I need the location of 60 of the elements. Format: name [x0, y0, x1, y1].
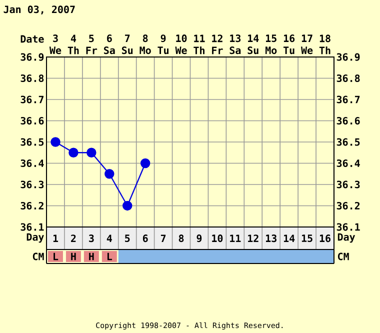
- y-tick-label: 36.3: [20, 180, 44, 188]
- y-tick-label: 36.2: [20, 202, 44, 210]
- x-tick-label: 13: [266, 234, 276, 242]
- y2-tick-label: 36.5: [336, 138, 360, 146]
- y-tick-label: 36.4: [20, 159, 44, 168]
- y2-tick-label: 36.6: [336, 116, 360, 125]
- chart-title: Jan 03, 2007: [4, 6, 75, 14]
- x-tick-label: 16: [320, 234, 330, 242]
- x-tick-label: 5: [125, 234, 130, 242]
- x2-tick-label: 5 Fr: [86, 34, 98, 54]
- x2-tick-label: 3 We: [49, 34, 62, 54]
- x-tick-label: 3: [89, 234, 94, 242]
- x-tick-label: 2: [71, 234, 76, 242]
- text: CM: [338, 252, 349, 260]
- y2-tick-label: 36.7: [336, 96, 360, 104]
- x-tick-label: 6: [142, 234, 148, 242]
- x-tick-label: 15: [302, 234, 312, 242]
- text: L: [107, 252, 112, 260]
- x2-tick-label: 16 Tu: [283, 34, 295, 54]
- y2-tick-label: 36.2: [336, 202, 360, 210]
- x-tick-label: 8: [178, 234, 184, 242]
- y-tick-label: 36.6: [20, 116, 44, 125]
- x-tick-label: 4: [106, 234, 112, 242]
- x2-tick-label: 4 Th: [68, 34, 79, 54]
- x2-tick-label: 17 We: [301, 34, 313, 54]
- y2-tick-label: 36.4: [336, 159, 360, 168]
- x-tick-label: 12: [248, 234, 258, 242]
- y-tick-label: 36.9: [20, 53, 44, 61]
- x2-tick-label: 18 Th: [319, 34, 330, 54]
- x-tick-label: 7: [160, 234, 166, 242]
- y-tick-label: 36.1: [20, 223, 44, 231]
- y2-tick-label: 36.3: [336, 180, 360, 188]
- x2-tick-label: 13 Sa: [230, 34, 241, 54]
- y-tick-label: 36.7: [20, 96, 44, 104]
- x2-tick-label: 14 Su: [248, 34, 259, 54]
- x2-tick-label: 15 Mo: [266, 34, 277, 54]
- text: CM: [32, 252, 44, 260]
- x2-tick-label: 8 Mo: [140, 34, 151, 54]
- x2-tick-label: 6 Sa: [104, 34, 115, 54]
- x2-tick-label: 10 We: [175, 34, 187, 54]
- x-tick-label: 11: [230, 234, 241, 242]
- x2-tick-label: 12 Fr: [212, 34, 223, 54]
- y2-tick-label: 36.9: [336, 53, 360, 61]
- y2-tick-label: 36.1: [336, 223, 360, 231]
- x2-tick-label: 7 Su: [122, 34, 133, 54]
- x2-tick-label: 9 Tu: [158, 34, 168, 54]
- text: Day: [338, 233, 356, 243]
- x-tick-label: 10: [212, 234, 223, 242]
- x-tick-label: 14: [284, 234, 295, 242]
- x-tick-label: 1: [53, 234, 58, 242]
- x-tick-label: 9: [196, 234, 202, 242]
- y2-tick-label: 36.8: [336, 74, 360, 82]
- x-axis-title: Day: [26, 233, 44, 243]
- x2-axis-title: Date: [20, 35, 44, 43]
- text: L: [54, 252, 58, 260]
- x2-tick-label: 11 Th: [194, 34, 205, 54]
- y-tick-label: 36.8: [20, 74, 44, 82]
- y-tick-label: 36.5: [20, 138, 44, 146]
- text: H: [89, 252, 94, 260]
- text: H: [71, 252, 76, 260]
